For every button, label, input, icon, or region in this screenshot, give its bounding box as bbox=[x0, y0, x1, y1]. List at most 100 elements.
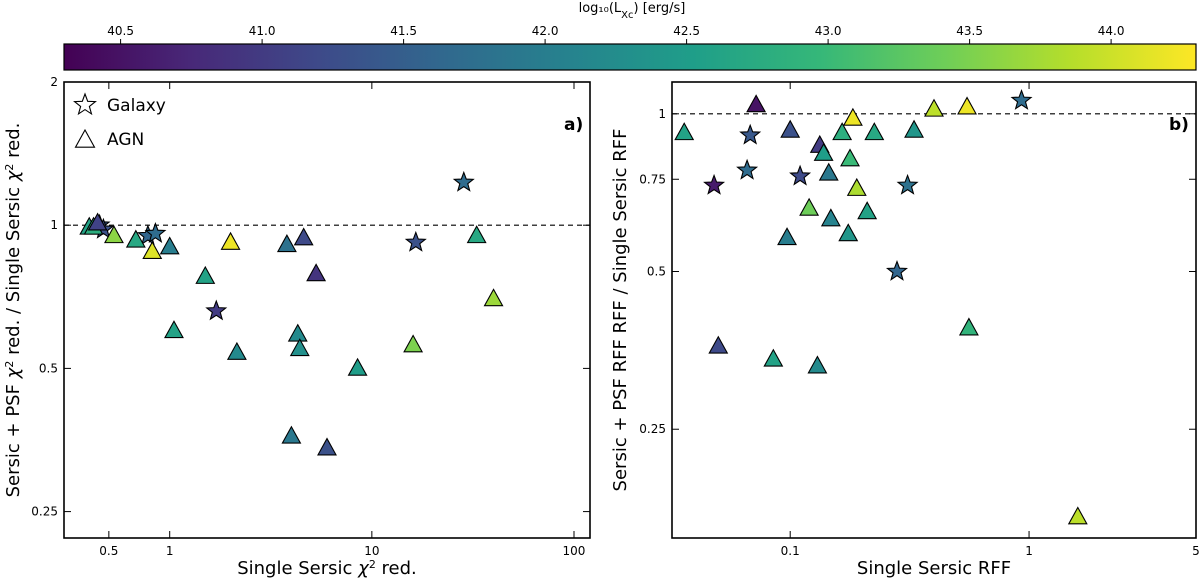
agn-triangle-marker bbox=[142, 240, 163, 259]
panel-a-xlabel: Single Sersic χ2 red. bbox=[237, 558, 417, 580]
panel-b-xtick-label: 0.1 bbox=[781, 544, 800, 558]
legend-galaxy-label: Galaxy bbox=[107, 96, 166, 116]
agn-triangle-marker bbox=[746, 94, 767, 113]
galaxy-star-marker bbox=[1010, 88, 1033, 110]
panel-b-ytick-label: 0.5 bbox=[647, 265, 666, 279]
agn-triangle-marker bbox=[287, 323, 308, 342]
agn-triangle-marker bbox=[864, 122, 885, 141]
galaxy-star-marker bbox=[404, 230, 427, 252]
panel-b-xtick-label: 1 bbox=[1025, 544, 1033, 558]
agn-triangle-marker bbox=[807, 355, 828, 374]
panel-b-ytick-label: 0.25 bbox=[639, 422, 666, 436]
galaxy-star-marker bbox=[739, 123, 762, 145]
colorbar: log₁₀(LXc) [erg/s] 40.5 41.0 41.5 42.0 42.5 4… bbox=[63, 1, 1197, 71]
agn-triangle-marker bbox=[840, 148, 860, 167]
legend-agn-label: AGN bbox=[107, 130, 144, 150]
agn-triangle-marker bbox=[289, 338, 310, 357]
panel-b-xtick-label: 5 bbox=[1192, 544, 1200, 558]
colorbar-tick-label: 44.0 bbox=[1098, 24, 1125, 38]
panel-a-ylabel: Sersic + PSF χ2 red. / Single Sersic χ2 … bbox=[3, 123, 25, 498]
galaxy-star-marker bbox=[736, 158, 759, 180]
agn-triangle-marker bbox=[276, 234, 297, 253]
galaxy-star-marker bbox=[452, 170, 475, 192]
agn-triangle-marker bbox=[924, 98, 944, 117]
agn-triangle-marker bbox=[820, 208, 841, 227]
agn-triangle-marker bbox=[957, 96, 977, 115]
agn-triangle-marker bbox=[708, 335, 729, 354]
agn-triangle-marker bbox=[306, 263, 327, 282]
agn-triangle-marker bbox=[958, 317, 979, 336]
panel-b-frame bbox=[671, 81, 1197, 539]
panel-a-xtick-label: 100 bbox=[563, 544, 586, 558]
agn-triangle-marker bbox=[846, 177, 867, 196]
panel-a-xtick-label: 1 bbox=[166, 544, 174, 558]
agn-triangle-marker bbox=[674, 122, 695, 141]
panel-a-frame bbox=[63, 81, 591, 539]
agn-triangle-marker bbox=[195, 265, 216, 284]
panel-b-xlabel: Single Sersic RFF bbox=[857, 558, 1011, 579]
galaxy-star-marker bbox=[896, 173, 919, 195]
colorbar-tick-label: 42.5 bbox=[673, 24, 700, 38]
agn-triangle-marker bbox=[347, 357, 368, 376]
panel-b-ytick-label: 0.75 bbox=[639, 172, 666, 186]
agn-triangle-marker bbox=[799, 197, 820, 216]
colorbar-gradient bbox=[63, 43, 1197, 71]
agn-triangle-marker bbox=[832, 122, 853, 141]
colorbar-tick-label: 41.5 bbox=[390, 24, 417, 38]
colorbar-tick-label: 42.0 bbox=[532, 24, 559, 38]
galaxy-star-marker bbox=[144, 222, 167, 243]
colorbar-tick-label: 43.0 bbox=[815, 24, 842, 38]
colorbar-label: log₁₀(LXc) [erg/s] bbox=[579, 1, 686, 21]
galaxy-star-marker bbox=[789, 164, 812, 186]
panel-a-xtick-label: 10 bbox=[364, 544, 379, 558]
agn-triangle-marker bbox=[483, 288, 504, 307]
panel-a-ytick-label: 0.5 bbox=[39, 361, 58, 375]
agn-triangle-marker bbox=[164, 320, 184, 339]
agn-triangle-marker bbox=[813, 142, 834, 161]
panel-b: 0.1 1 5 0.25 0.5 0.75 1 b) Single Sersic RFF S… bbox=[610, 81, 1200, 579]
panel-b-label: b) bbox=[1169, 115, 1189, 135]
agn-triangle-marker bbox=[857, 201, 878, 220]
agn-triangle-marker bbox=[317, 437, 337, 456]
panel-a-ytick-label: 2 bbox=[50, 75, 58, 89]
triangle-icon bbox=[74, 128, 96, 148]
agn-triangle-marker bbox=[159, 236, 180, 255]
panel-a: 0.5 1 10 100 0.25 0.5 1 2 a) Galaxy AGN Single … bbox=[3, 75, 591, 579]
agn-triangle-marker bbox=[777, 227, 797, 246]
legend: Galaxy AGN bbox=[73, 92, 166, 150]
galaxy-star-marker bbox=[205, 299, 228, 321]
agn-triangle-marker bbox=[838, 223, 859, 242]
panel-a-label: a) bbox=[564, 115, 583, 135]
colorbar-tick-label: 40.5 bbox=[107, 24, 134, 38]
agn-triangle-marker bbox=[125, 229, 146, 248]
star-icon bbox=[73, 92, 97, 116]
agn-triangle-marker bbox=[466, 225, 487, 244]
panel-b-ylabel: Sersic + PSF RFF RFF / Single Sersic RFF bbox=[610, 129, 631, 492]
agn-triangle-marker bbox=[281, 425, 302, 444]
agn-triangle-marker bbox=[818, 162, 839, 181]
agn-triangle-marker bbox=[842, 107, 863, 126]
agn-triangle-marker bbox=[293, 227, 314, 246]
panel-b-markers bbox=[674, 88, 1088, 525]
panel-a-ticks: 0.5 1 10 100 0.25 0.5 1 2 bbox=[31, 75, 590, 558]
colorbar-tick-label: 41.0 bbox=[249, 24, 276, 38]
panel-a-xtick-label: 0.5 bbox=[99, 544, 118, 558]
colorbar-tick-label: 43.5 bbox=[956, 24, 983, 38]
agn-triangle-marker bbox=[763, 348, 784, 367]
panel-b-ticks: 0.1 1 5 0.25 0.5 0.75 1 bbox=[639, 82, 1200, 558]
agn-triangle-marker bbox=[904, 119, 925, 138]
panel-a-ytick-label: 0.25 bbox=[31, 505, 58, 519]
galaxy-star-marker bbox=[885, 259, 909, 281]
agn-triangle-marker bbox=[104, 225, 124, 244]
agn-triangle-marker bbox=[403, 334, 424, 353]
panel-a-markers bbox=[79, 170, 504, 456]
agn-triangle-marker bbox=[780, 119, 801, 138]
agn-triangle-marker bbox=[87, 212, 108, 231]
galaxy-star-marker bbox=[703, 173, 726, 195]
agn-triangle-marker bbox=[220, 231, 241, 250]
panel-b-ytick-label: 1 bbox=[658, 107, 666, 121]
agn-triangle-marker bbox=[1067, 506, 1088, 525]
colorbar-label-subscript: Xc bbox=[621, 10, 633, 21]
panel-a-ytick-label: 1 bbox=[50, 218, 58, 232]
